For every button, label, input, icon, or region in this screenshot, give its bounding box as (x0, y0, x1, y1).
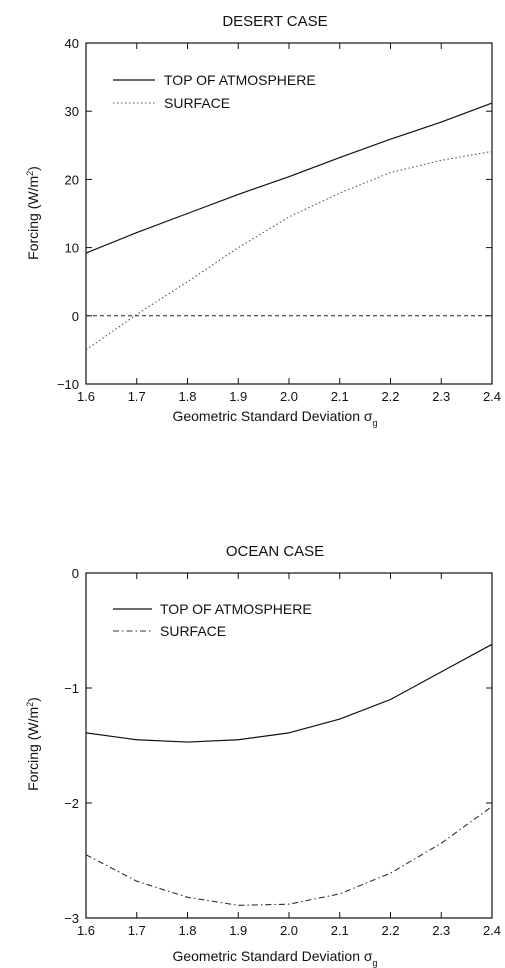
x-tick-label: 2.0 (280, 923, 298, 938)
chart-title: OCEAN CASE (226, 543, 324, 560)
x-tick-label: 2.2 (381, 389, 399, 404)
x-tick-label: 2.4 (483, 389, 501, 404)
series-line-top-of-atmosphere (85, 643, 493, 743)
x-axis-title: Geometric Standard Deviation σg (172, 408, 377, 428)
x-tick-label: 1.9 (229, 923, 247, 938)
y-axis-title: Forcing (W/m2) (25, 697, 41, 791)
legend-label-top-of-atmosphere: TOP OF ATMOSPHERE (164, 72, 316, 88)
y-tick-label: −10 (57, 377, 79, 392)
x-tick-label: 1.6 (77, 923, 95, 938)
x-tick-label: 2.3 (432, 389, 450, 404)
x-tick-label: 1.9 (229, 389, 247, 404)
legend-label-surface: SURFACE (164, 95, 230, 111)
x-tick-label: 1.6 (77, 389, 95, 404)
y-tick-label: 20 (65, 172, 79, 187)
x-tick-label: 1.8 (178, 923, 196, 938)
y-tick-label: 30 (65, 104, 79, 119)
x-tick-label: 2.3 (432, 923, 450, 938)
series-line-surface (85, 806, 493, 906)
x-tick-label: 2.4 (483, 923, 501, 938)
y-tick-label: 0 (72, 566, 79, 581)
y-axis-title: Forcing (W/m2) (25, 166, 41, 260)
y-tick-label: 40 (65, 36, 79, 51)
x-tick-label: 2.1 (331, 923, 349, 938)
y-tick-label: 0 (72, 309, 79, 324)
y-tick-label: −3 (64, 911, 79, 926)
plot-frame (85, 42, 493, 385)
plot-frame (85, 572, 493, 919)
y-tick-label: 10 (65, 241, 79, 256)
x-tick-label: 2.2 (381, 923, 399, 938)
desert-chart-panel: DESERT CASE Forcing (W/m2) Geometric Sta… (25, 13, 501, 428)
x-tick-label: 1.7 (128, 389, 146, 404)
x-tick-label: 2.1 (331, 389, 349, 404)
x-axis-title: Geometric Standard Deviation σg (172, 948, 377, 968)
chart-title: DESERT CASE (222, 13, 327, 30)
series-line-top-of-atmosphere (85, 102, 493, 254)
y-tick-label: −2 (64, 796, 79, 811)
legend-label-top-of-atmosphere: TOP OF ATMOSPHERE (160, 601, 312, 617)
x-tick-label: 2.0 (280, 389, 298, 404)
ocean-chart-panel: OCEAN CASE Forcing (W/m2) Geometric Stan… (25, 543, 501, 968)
legend-label-surface: SURFACE (160, 623, 226, 639)
x-tick-label: 1.7 (128, 923, 146, 938)
chart-legend: TOP OF ATMOSPHERE SURFACE (113, 601, 312, 639)
y-tick-label: −1 (64, 681, 79, 696)
chart-legend: TOP OF ATMOSPHERE SURFACE (113, 72, 316, 111)
x-tick-label: 1.8 (178, 389, 196, 404)
series-line-surface (85, 150, 493, 351)
